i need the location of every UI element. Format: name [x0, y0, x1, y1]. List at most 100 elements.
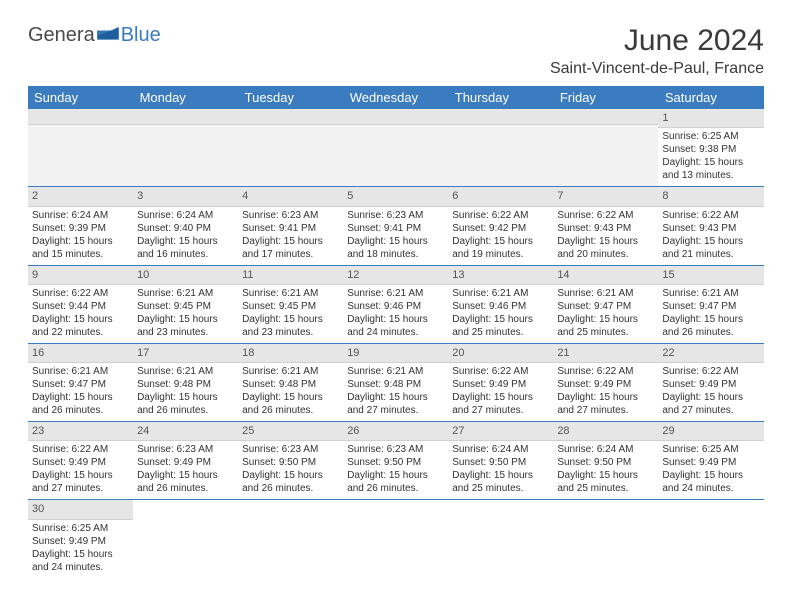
calendar-cell: 7Sunrise: 6:22 AMSunset: 9:43 PMDaylight… [553, 187, 658, 265]
calendar-cell: 14Sunrise: 6:21 AMSunset: 9:47 PMDayligh… [553, 265, 658, 343]
calendar-cell: 17Sunrise: 6:21 AMSunset: 9:48 PMDayligh… [133, 343, 238, 421]
calendar-cell: 20Sunrise: 6:22 AMSunset: 9:49 PMDayligh… [448, 343, 553, 421]
daylight-line: Daylight: 15 hours and 26 minutes. [32, 391, 129, 417]
sunrise-line: Sunrise: 6:21 AM [347, 287, 444, 300]
calendar-cell: 30Sunrise: 6:25 AMSunset: 9:49 PMDayligh… [28, 500, 133, 578]
sunset-line: Sunset: 9:49 PM [662, 456, 759, 469]
sunset-line: Sunset: 9:48 PM [137, 378, 234, 391]
day-content: Sunrise: 6:21 AMSunset: 9:48 PMDaylight:… [343, 363, 448, 421]
sunset-line: Sunset: 9:43 PM [662, 222, 759, 235]
day-content: Sunrise: 6:23 AMSunset: 9:49 PMDaylight:… [133, 441, 238, 499]
day-content: Sunrise: 6:23 AMSunset: 9:50 PMDaylight:… [343, 441, 448, 499]
day-number: 25 [238, 422, 343, 441]
day-number: 17 [133, 344, 238, 363]
calendar-cell: 5Sunrise: 6:23 AMSunset: 9:41 PMDaylight… [343, 187, 448, 265]
day-content: Sunrise: 6:21 AMSunset: 9:45 PMDaylight:… [238, 285, 343, 343]
daylight-line: Daylight: 15 hours and 22 minutes. [32, 313, 129, 339]
day-number: 15 [658, 266, 763, 285]
sunrise-line: Sunrise: 6:23 AM [347, 443, 444, 456]
day-content: Sunrise: 6:22 AMSunset: 9:44 PMDaylight:… [28, 285, 133, 343]
sunset-line: Sunset: 9:43 PM [557, 222, 654, 235]
sunrise-line: Sunrise: 6:24 AM [32, 209, 129, 222]
logo-text-blue: Blue [121, 24, 161, 47]
daylight-line: Daylight: 15 hours and 26 minutes. [242, 391, 339, 417]
sunrise-line: Sunrise: 6:21 AM [452, 287, 549, 300]
calendar-cell [343, 500, 448, 578]
calendar-cell: 18Sunrise: 6:21 AMSunset: 9:48 PMDayligh… [238, 343, 343, 421]
sunrise-line: Sunrise: 6:22 AM [452, 365, 549, 378]
calendar-cell: 15Sunrise: 6:21 AMSunset: 9:47 PMDayligh… [658, 265, 763, 343]
daylight-line: Daylight: 15 hours and 18 minutes. [347, 235, 444, 261]
day-number: 14 [553, 266, 658, 285]
calendar-cell: 27Sunrise: 6:24 AMSunset: 9:50 PMDayligh… [448, 422, 553, 500]
day-content: Sunrise: 6:22 AMSunset: 9:43 PMDaylight:… [658, 207, 763, 265]
page-header: Genera Blue June 2024 Saint-Vincent-de-P… [28, 24, 764, 78]
calendar-cell: 2Sunrise: 6:24 AMSunset: 9:39 PMDaylight… [28, 187, 133, 265]
sunset-line: Sunset: 9:41 PM [242, 222, 339, 235]
day-content: Sunrise: 6:25 AMSunset: 9:49 PMDaylight:… [658, 441, 763, 499]
day-content: Sunrise: 6:22 AMSunset: 9:49 PMDaylight:… [658, 363, 763, 421]
calendar-cell: 13Sunrise: 6:21 AMSunset: 9:46 PMDayligh… [448, 265, 553, 343]
calendar-cell [343, 109, 448, 187]
page-title: June 2024 [550, 24, 764, 58]
calendar-cell: 29Sunrise: 6:25 AMSunset: 9:49 PMDayligh… [658, 422, 763, 500]
daylight-line: Daylight: 15 hours and 27 minutes. [557, 391, 654, 417]
dayname-header: Friday [553, 86, 658, 109]
calendar-cell [238, 500, 343, 578]
day-number: 5 [343, 187, 448, 206]
sunset-line: Sunset: 9:41 PM [347, 222, 444, 235]
sunrise-line: Sunrise: 6:23 AM [242, 209, 339, 222]
sunset-line: Sunset: 9:50 PM [452, 456, 549, 469]
daylight-line: Daylight: 15 hours and 24 minutes. [347, 313, 444, 339]
logo: Genera Blue [28, 24, 161, 47]
calendar-cell [448, 500, 553, 578]
daylight-line: Daylight: 15 hours and 26 minutes. [137, 391, 234, 417]
day-number: 18 [238, 344, 343, 363]
logo-text-general: Genera [28, 24, 95, 47]
day-number: 7 [553, 187, 658, 206]
daylight-line: Daylight: 15 hours and 13 minutes. [662, 156, 759, 182]
sunset-line: Sunset: 9:39 PM [32, 222, 129, 235]
calendar-body: 1Sunrise: 6:25 AMSunset: 9:38 PMDaylight… [28, 109, 764, 578]
day-content: Sunrise: 6:22 AMSunset: 9:43 PMDaylight:… [553, 207, 658, 265]
sunset-line: Sunset: 9:45 PM [137, 300, 234, 313]
sunrise-line: Sunrise: 6:22 AM [557, 365, 654, 378]
sunset-line: Sunset: 9:46 PM [347, 300, 444, 313]
day-number: 3 [133, 187, 238, 206]
calendar-cell: 11Sunrise: 6:21 AMSunset: 9:45 PMDayligh… [238, 265, 343, 343]
calendar-header-row: SundayMondayTuesdayWednesdayThursdayFrid… [28, 86, 764, 109]
calendar-cell: 21Sunrise: 6:22 AMSunset: 9:49 PMDayligh… [553, 343, 658, 421]
day-content: Sunrise: 6:24 AMSunset: 9:50 PMDaylight:… [448, 441, 553, 499]
daylight-line: Daylight: 15 hours and 19 minutes. [452, 235, 549, 261]
sunset-line: Sunset: 9:46 PM [452, 300, 549, 313]
calendar-cell: 12Sunrise: 6:21 AMSunset: 9:46 PMDayligh… [343, 265, 448, 343]
day-number: 21 [553, 344, 658, 363]
day-number: 16 [28, 344, 133, 363]
day-content: Sunrise: 6:21 AMSunset: 9:46 PMDaylight:… [343, 285, 448, 343]
sunrise-line: Sunrise: 6:22 AM [32, 443, 129, 456]
day-number: 27 [448, 422, 553, 441]
sunset-line: Sunset: 9:49 PM [32, 456, 129, 469]
sunset-line: Sunset: 9:50 PM [557, 456, 654, 469]
sunrise-line: Sunrise: 6:25 AM [662, 130, 759, 143]
day-content: Sunrise: 6:25 AMSunset: 9:38 PMDaylight:… [658, 128, 763, 186]
sunrise-line: Sunrise: 6:22 AM [452, 209, 549, 222]
sunset-line: Sunset: 9:49 PM [662, 378, 759, 391]
sunset-line: Sunset: 9:45 PM [242, 300, 339, 313]
calendar-cell: 26Sunrise: 6:23 AMSunset: 9:50 PMDayligh… [343, 422, 448, 500]
daylight-line: Daylight: 15 hours and 20 minutes. [557, 235, 654, 261]
day-number: 26 [343, 422, 448, 441]
sunrise-line: Sunrise: 6:21 AM [242, 287, 339, 300]
daylight-line: Daylight: 15 hours and 24 minutes. [32, 548, 129, 574]
day-content: Sunrise: 6:21 AMSunset: 9:47 PMDaylight:… [658, 285, 763, 343]
day-number: 12 [343, 266, 448, 285]
daylight-line: Daylight: 15 hours and 27 minutes. [662, 391, 759, 417]
logo-flag-icon [97, 27, 119, 45]
daylight-line: Daylight: 15 hours and 26 minutes. [137, 469, 234, 495]
day-number: 6 [448, 187, 553, 206]
day-number: 2 [28, 187, 133, 206]
day-number: 30 [28, 500, 133, 519]
daylight-line: Daylight: 15 hours and 15 minutes. [32, 235, 129, 261]
daylight-line: Daylight: 15 hours and 27 minutes. [347, 391, 444, 417]
day-content: Sunrise: 6:24 AMSunset: 9:39 PMDaylight:… [28, 207, 133, 265]
